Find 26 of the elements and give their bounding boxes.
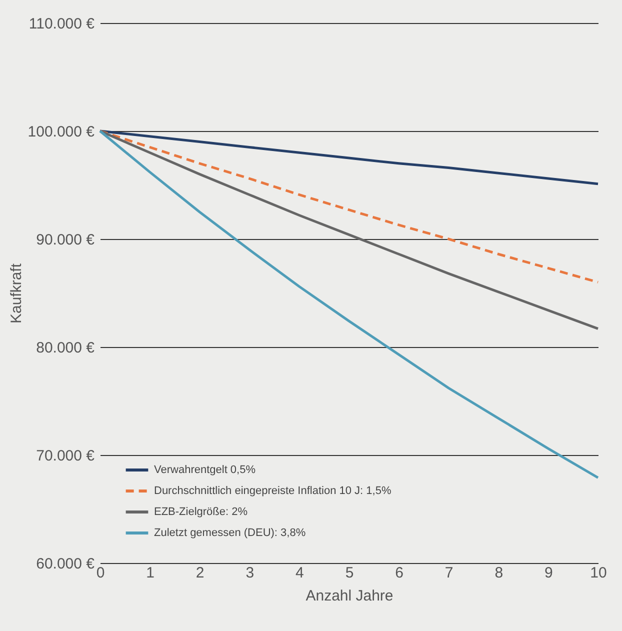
y-tick-label: 80.000 € [36,340,96,356]
x-axis-title: Anzahl Jahre [306,588,394,604]
x-tick-label: 8 [494,564,504,582]
x-tick-label: 4 [296,564,304,582]
y-tick-label: 90.000 € [36,232,96,248]
x-tick-label: 1 [146,564,154,582]
legend-label: EZB-Zielgröße: 2% [154,506,248,518]
x-tick-label: 2 [196,564,204,582]
line-series [98,130,600,479]
x-tick-label: 9 [544,564,553,582]
y-tick-label: 60.000 € [36,556,96,572]
line-series [98,130,600,330]
x-tick-label: 0 [96,564,105,582]
x-tick-label: 6 [395,564,404,582]
y-axis-title: Kaufkraft [8,262,25,324]
y-tick-label: 70.000 € [36,448,96,464]
line-series [98,130,600,284]
x-tick-label: 7 [444,564,454,582]
x-tick-label: 3 [246,564,254,582]
legend-label: Verwahrentgelt 0,5% [154,464,256,476]
legend-label: Zuletzt gemessen (DEU): 3,8% [154,527,306,539]
legend-label: Durchschnittlich eingepreiste Inflation 10 J: 1,5% [154,485,392,497]
y-tick-label: 100.000 € [28,124,96,140]
y-tick-label: 110.000 € [28,16,96,32]
x-tick-label: 5 [345,564,354,582]
x-tick-label: 10 [590,564,607,582]
